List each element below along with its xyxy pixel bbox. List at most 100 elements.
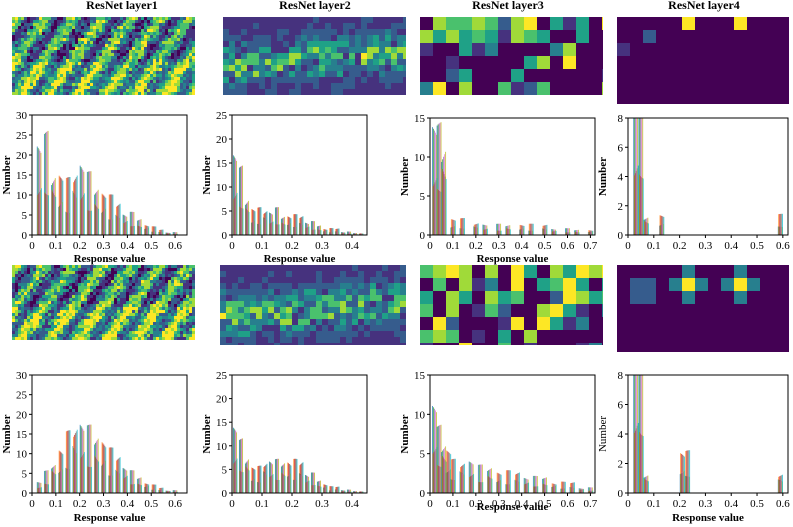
bar	[245, 207, 247, 235]
bar	[45, 193, 47, 235]
bar	[116, 459, 118, 493]
bar	[305, 475, 307, 493]
bar	[524, 484, 526, 493]
bar	[102, 194, 104, 235]
bar	[138, 478, 140, 493]
bar	[45, 132, 47, 235]
bar	[295, 458, 297, 493]
bar	[39, 191, 40, 235]
bar	[535, 475, 537, 493]
bar	[635, 118, 637, 235]
bar	[176, 233, 178, 235]
bar	[172, 232, 174, 235]
bar	[517, 473, 518, 493]
bar	[477, 464, 479, 493]
bar	[312, 221, 314, 235]
bar	[257, 207, 259, 235]
bar	[247, 468, 248, 493]
bar	[302, 462, 304, 493]
bar	[574, 482, 575, 493]
bar	[104, 196, 106, 235]
bar	[130, 484, 132, 493]
y-tick-label: 0	[420, 488, 426, 500]
bar	[450, 219, 452, 235]
bar	[313, 229, 314, 235]
bar	[473, 226, 475, 235]
bar	[779, 226, 781, 235]
bar	[302, 476, 304, 493]
plot-frame	[627, 374, 789, 494]
y-tick-label: 0	[420, 230, 426, 242]
x-axis-label: Response value	[74, 253, 146, 265]
bar	[276, 458, 278, 493]
bar	[272, 221, 274, 235]
bar	[235, 461, 236, 493]
bar	[264, 473, 266, 493]
bar	[301, 224, 303, 235]
bar	[450, 479, 452, 493]
bar	[312, 485, 313, 493]
x-tick-label: 0.4	[515, 498, 529, 510]
bar	[341, 491, 343, 493]
bar	[343, 490, 345, 493]
bar	[115, 460, 117, 493]
bar	[647, 222, 648, 235]
x-tick-label: 0.4	[121, 240, 135, 252]
bar	[359, 491, 361, 493]
y-axis-label: Number	[201, 414, 213, 453]
bar	[125, 476, 127, 493]
bar	[329, 228, 331, 235]
bar	[437, 124, 439, 235]
bar	[488, 470, 489, 493]
bar	[47, 130, 49, 235]
bar	[176, 490, 178, 493]
x-tick-label: 0.2	[469, 240, 483, 252]
x-tick-label: 0	[29, 240, 35, 252]
bar	[331, 232, 333, 235]
bar	[174, 491, 175, 493]
bar	[239, 470, 241, 493]
bar	[348, 233, 349, 235]
bar	[131, 470, 133, 493]
bar	[300, 223, 302, 235]
bar	[341, 233, 343, 235]
bar	[258, 224, 260, 235]
bar	[69, 177, 71, 235]
bar	[252, 468, 253, 493]
bar	[159, 490, 161, 493]
column-title-layer1: ResNet layer1	[86, 0, 158, 12]
bar	[311, 221, 313, 235]
bar	[280, 218, 282, 235]
y-tick-label: 10	[16, 449, 28, 461]
x-tick-label: 0.5	[538, 498, 552, 510]
bar	[278, 479, 280, 493]
bar	[81, 168, 83, 235]
bar	[563, 481, 565, 493]
bar	[244, 205, 246, 235]
y-tick-label: 15	[16, 429, 28, 441]
bar	[352, 233, 354, 235]
bar	[282, 464, 284, 493]
bar	[103, 195, 105, 235]
x-tick-label: 0.4	[724, 240, 738, 252]
bar	[252, 221, 254, 235]
bar	[568, 228, 570, 235]
bar	[565, 232, 567, 235]
bar	[118, 204, 120, 235]
bar	[97, 189, 99, 235]
bar	[238, 167, 240, 235]
bar	[441, 452, 443, 493]
histogram-row1-layer4: 0 2 4 6 8 0 0.1 0.2 0.3 0.4 0.5 0.6 Number	[597, 113, 790, 252]
y-tick-label: 5	[222, 206, 228, 218]
bar	[635, 170, 637, 235]
bar	[636, 375, 638, 493]
bar	[82, 170, 84, 235]
bar	[569, 486, 571, 493]
bar	[102, 464, 103, 493]
bar	[637, 422, 639, 493]
bar	[343, 232, 344, 235]
bar	[554, 486, 556, 493]
bar	[441, 161, 443, 235]
y-tick-label: 0	[22, 488, 28, 500]
bar	[442, 159, 444, 235]
